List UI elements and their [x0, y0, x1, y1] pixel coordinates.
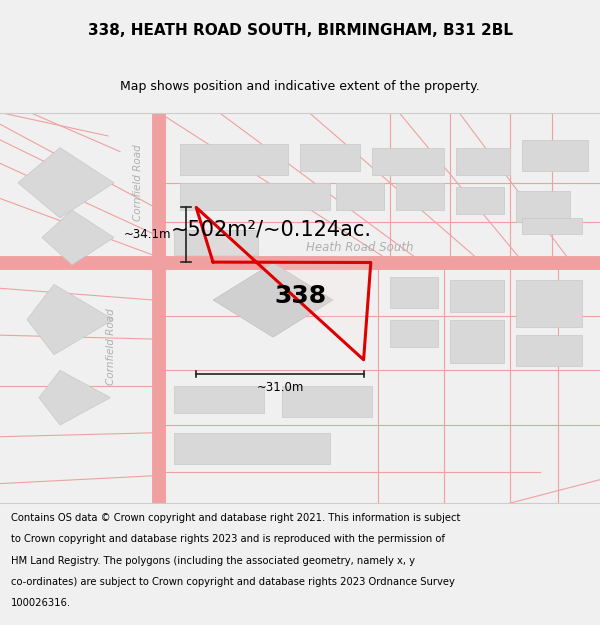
Polygon shape	[27, 284, 113, 355]
Polygon shape	[42, 210, 114, 265]
Polygon shape	[174, 386, 264, 413]
Polygon shape	[396, 182, 444, 210]
Polygon shape	[522, 140, 588, 171]
Polygon shape	[18, 148, 114, 218]
Polygon shape	[196, 208, 371, 360]
Polygon shape	[180, 182, 330, 210]
Text: Heath Road South: Heath Road South	[306, 241, 414, 254]
Polygon shape	[282, 386, 372, 418]
Polygon shape	[516, 191, 570, 222]
Text: Map shows position and indicative extent of the property.: Map shows position and indicative extent…	[120, 80, 480, 93]
Polygon shape	[390, 276, 438, 308]
Text: 338, HEATH ROAD SOUTH, BIRMINGHAM, B31 2BL: 338, HEATH ROAD SOUTH, BIRMINGHAM, B31 2…	[88, 23, 512, 38]
Text: 100026316.: 100026316.	[11, 598, 71, 608]
Polygon shape	[450, 319, 504, 362]
Text: 338: 338	[274, 284, 326, 308]
Text: Contains OS data © Crown copyright and database right 2021. This information is : Contains OS data © Crown copyright and d…	[11, 513, 460, 523]
Polygon shape	[372, 148, 444, 175]
Text: ~31.0m: ~31.0m	[257, 381, 304, 394]
Text: HM Land Registry. The polygons (including the associated geometry, namely x, y: HM Land Registry. The polygons (includin…	[11, 556, 415, 566]
Polygon shape	[174, 229, 258, 255]
Polygon shape	[456, 187, 504, 214]
Polygon shape	[516, 281, 582, 328]
Text: Cornfield Road: Cornfield Road	[106, 309, 116, 385]
Polygon shape	[450, 281, 504, 312]
Polygon shape	[180, 144, 288, 175]
Text: Cornfield Road: Cornfield Road	[133, 144, 143, 221]
Polygon shape	[456, 148, 510, 175]
Polygon shape	[516, 335, 582, 366]
Polygon shape	[390, 319, 438, 347]
Text: ~34.1m: ~34.1m	[124, 228, 171, 241]
Text: ~502m²/~0.124ac.: ~502m²/~0.124ac.	[171, 219, 372, 239]
Polygon shape	[300, 144, 360, 171]
Polygon shape	[336, 182, 384, 210]
Polygon shape	[213, 263, 333, 337]
Text: to Crown copyright and database rights 2023 and is reproduced with the permissio: to Crown copyright and database rights 2…	[11, 534, 445, 544]
Polygon shape	[174, 432, 330, 464]
Polygon shape	[522, 218, 582, 234]
Polygon shape	[39, 370, 110, 425]
Text: co-ordinates) are subject to Crown copyright and database rights 2023 Ordnance S: co-ordinates) are subject to Crown copyr…	[11, 577, 455, 587]
